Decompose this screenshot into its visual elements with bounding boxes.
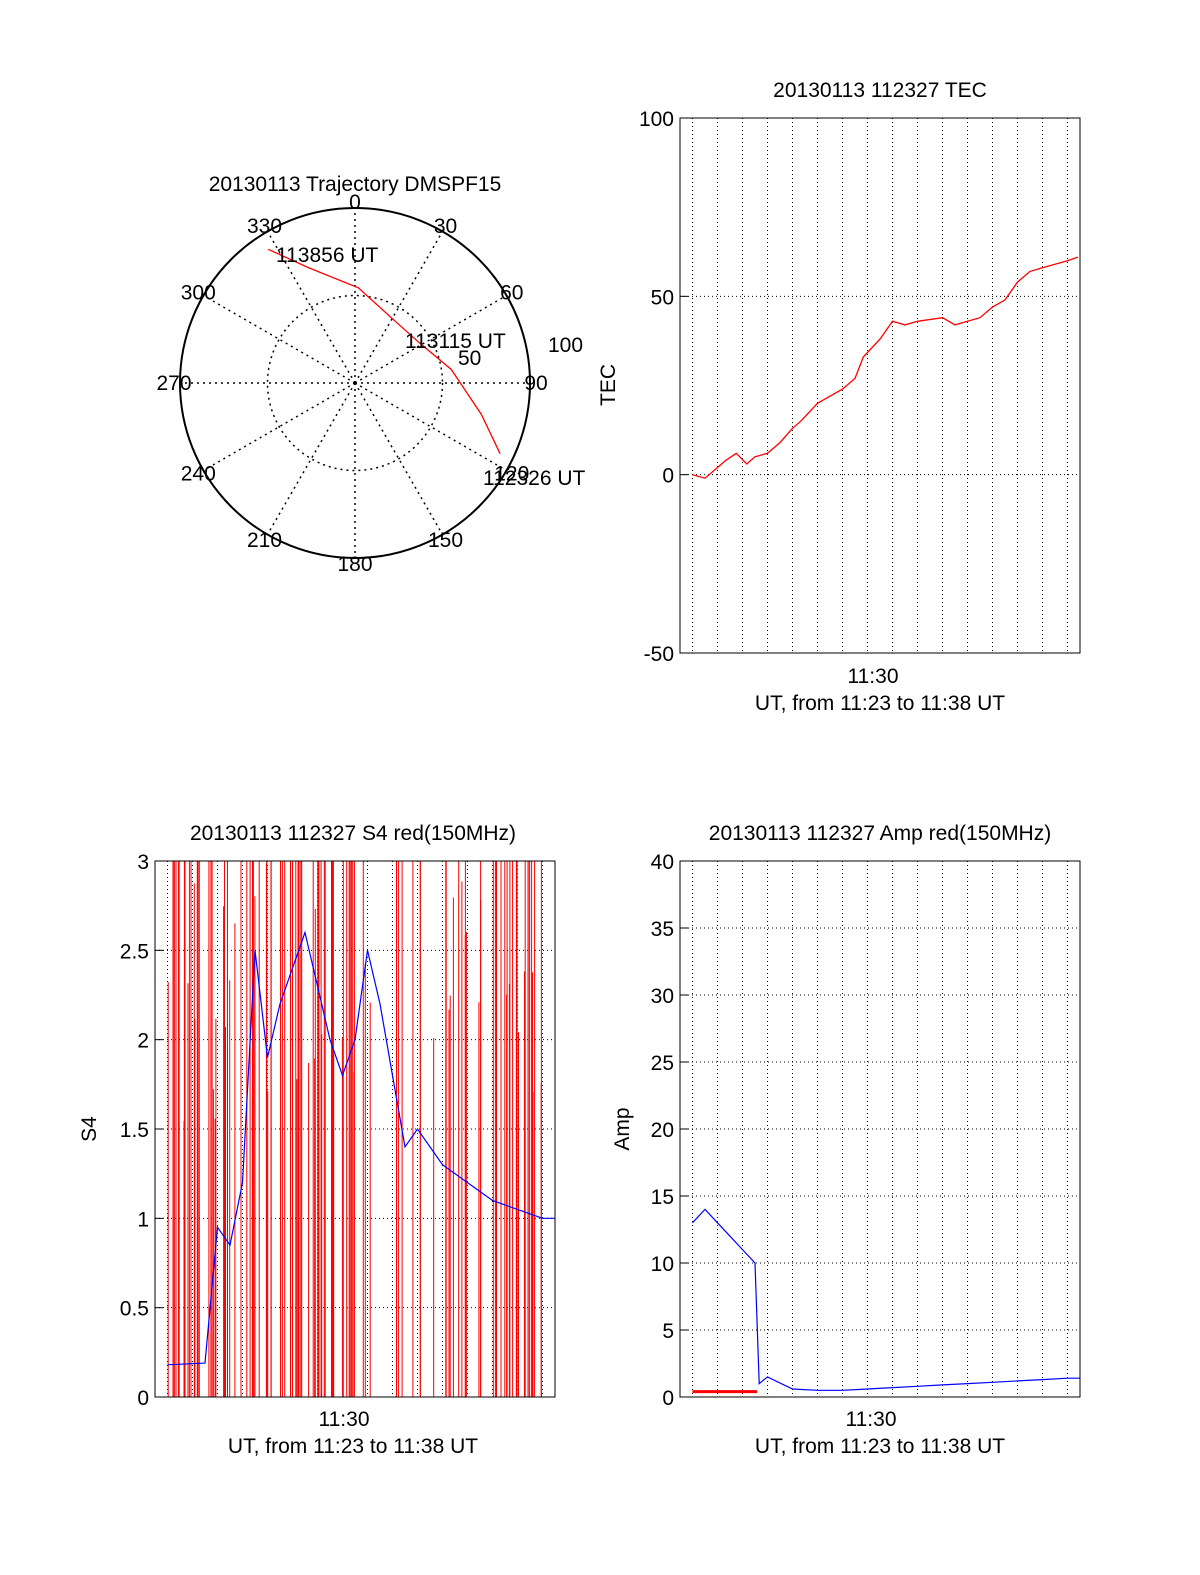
s4-y-axis-label: S4 <box>78 1116 101 1142</box>
y-tick-label: 30 <box>651 985 674 1008</box>
s4-chart-title: 20130113 112327 S4 red(150MHz) <box>190 822 516 845</box>
y-tick-label: 1.5 <box>120 1119 149 1142</box>
polar-annotation-end: 112326 UT <box>483 467 586 490</box>
polar-azimuth-label: 300 <box>181 282 216 305</box>
y-tick-label: 0 <box>137 1387 149 1410</box>
y-tick-label: 10 <box>651 1253 674 1276</box>
polar-azimuth-label: 180 <box>337 553 372 576</box>
polar-azimuth-label: 60 <box>500 282 523 305</box>
polar-spoke <box>266 231 356 384</box>
y-tick-label: 1 <box>137 1208 149 1231</box>
y-tick-label: 50 <box>651 286 674 309</box>
tec-y-axis-label: TEC <box>597 364 620 406</box>
tec-y-tick-labels: -50 0 50 100 <box>639 108 674 666</box>
polar-spoke <box>354 382 507 472</box>
polar-radial-label-100: 100 <box>548 334 583 357</box>
s4-blue-series-line <box>167 930 555 1366</box>
polar-azimuth-label: 240 <box>181 463 216 486</box>
tec-plot-frame <box>679 117 1081 654</box>
y-tick-label: 2.5 <box>120 940 149 963</box>
s4-chart: 20130113 112327 S4 red(150MHz) 0 0.5 1 1.5 2… <box>78 822 556 1458</box>
y-tick-label: 0 <box>662 465 674 488</box>
amp-y-tick-labels: 0 5 10 15 20 25 30 35 40 <box>651 851 674 1410</box>
polar-radial-label-50: 50 <box>458 347 481 370</box>
amp-x-tick-label: 11:30 <box>846 1408 897 1431</box>
polar-azimuth-labels: 0 30 60 90 120 150 180 210 240 270 300 330 <box>156 191 547 576</box>
amp-grid <box>680 860 1080 1398</box>
tec-x-tick-label: 11:30 <box>848 665 899 688</box>
y-tick-label: 20 <box>651 1119 674 1142</box>
tec-grid <box>680 117 1080 654</box>
polar-spoke <box>354 382 444 535</box>
tec-chart: 20130113 112327 TEC -50 0 50 100 11:30 UT, … <box>597 79 1081 715</box>
polar-chart-title: 20130113 Trajectory DMSPF15 <box>209 173 502 196</box>
s4-y-tick-labels: 0 0.5 1 1.5 2 2.5 3 <box>120 851 149 1410</box>
y-tick-label: -50 <box>644 643 674 666</box>
amp-x-axis-label: UT, from 11:23 to 11:38 UT <box>755 1435 1005 1458</box>
polar-spoke <box>354 231 444 384</box>
tec-x-axis-label: UT, from 11:23 to 11:38 UT <box>755 692 1005 715</box>
s4-red-spikes <box>167 861 542 1397</box>
polar-spoke <box>203 294 356 384</box>
y-tick-label: 25 <box>651 1052 674 1075</box>
polar-azimuth-label: 270 <box>156 372 191 395</box>
tec-chart-title: 20130113 112327 TEC <box>773 79 987 102</box>
polar-annotation-start: 113856 UT <box>276 244 379 267</box>
polar-azimuth-label: 150 <box>428 529 463 552</box>
s4-x-tick-label: 11:30 <box>319 1408 370 1431</box>
polar-spokes <box>180 208 530 558</box>
s4-x-axis-label: UT, from 11:23 to 11:38 UT <box>228 1435 478 1458</box>
y-tick-label: 35 <box>651 918 674 941</box>
amp-chart: 20130113 112327 Amp red(150MHz) 0 5 10 15 20… <box>611 822 1081 1458</box>
polar-azimuth-label: 120 <box>494 463 529 486</box>
polar-annotation-mid: 113115 UT <box>405 330 506 353</box>
polar-azimuth-label: 0 <box>349 191 361 214</box>
polar-inner-ring <box>266 294 444 472</box>
y-tick-label: 15 <box>651 1186 674 1209</box>
polar-trajectory-chart: 20130113 Trajectory DMSPF15 0 30 60 90 120 15… <box>156 173 585 576</box>
y-tick-label: 2 <box>137 1030 149 1053</box>
polar-azimuth-label: 330 <box>247 215 282 238</box>
amp-blue-series-line <box>692 1208 1080 1391</box>
amp-y-axis-label: Amp <box>611 1107 634 1150</box>
y-tick-label: 100 <box>639 108 674 131</box>
y-tick-label: 0 <box>662 1387 674 1410</box>
polar-azimuth-label: 210 <box>247 529 282 552</box>
y-tick-label: 0.5 <box>120 1298 149 1321</box>
amp-chart-title: 20130113 112327 Amp red(150MHz) <box>709 822 1051 845</box>
s4-plot-frame <box>154 860 556 1398</box>
polar-spoke <box>354 294 507 384</box>
polar-trajectory-line <box>267 248 501 454</box>
polar-spoke <box>203 382 356 472</box>
polar-azimuth-label: 90 <box>524 372 547 395</box>
polar-spoke <box>266 382 356 535</box>
y-tick-label: 5 <box>662 1320 674 1343</box>
polar-azimuth-label: 30 <box>434 215 457 238</box>
y-tick-label: 3 <box>137 851 149 874</box>
tec-series-line <box>692 256 1079 479</box>
y-tick-label: 40 <box>651 851 674 874</box>
amp-plot-frame <box>679 860 1081 1398</box>
